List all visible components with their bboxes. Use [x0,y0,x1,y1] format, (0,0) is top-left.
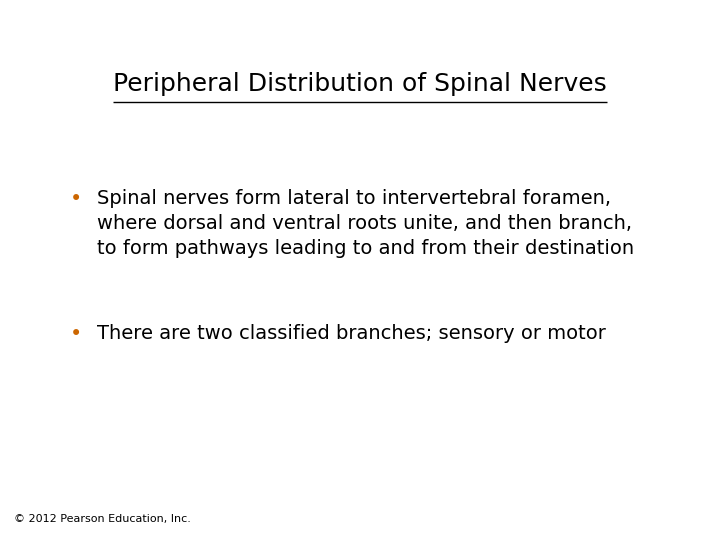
Text: •: • [69,189,82,209]
Text: There are two classified branches; sensory or motor: There are two classified branches; senso… [97,324,606,343]
Text: •: • [69,324,82,344]
Text: © 2012 Pearson Education, Inc.: © 2012 Pearson Education, Inc. [14,514,192,524]
Text: Spinal nerves form lateral to intervertebral foramen,
where dorsal and ventral r: Spinal nerves form lateral to interverte… [97,189,634,258]
Text: Peripheral Distribution of Spinal Nerves: Peripheral Distribution of Spinal Nerves [113,72,607,96]
